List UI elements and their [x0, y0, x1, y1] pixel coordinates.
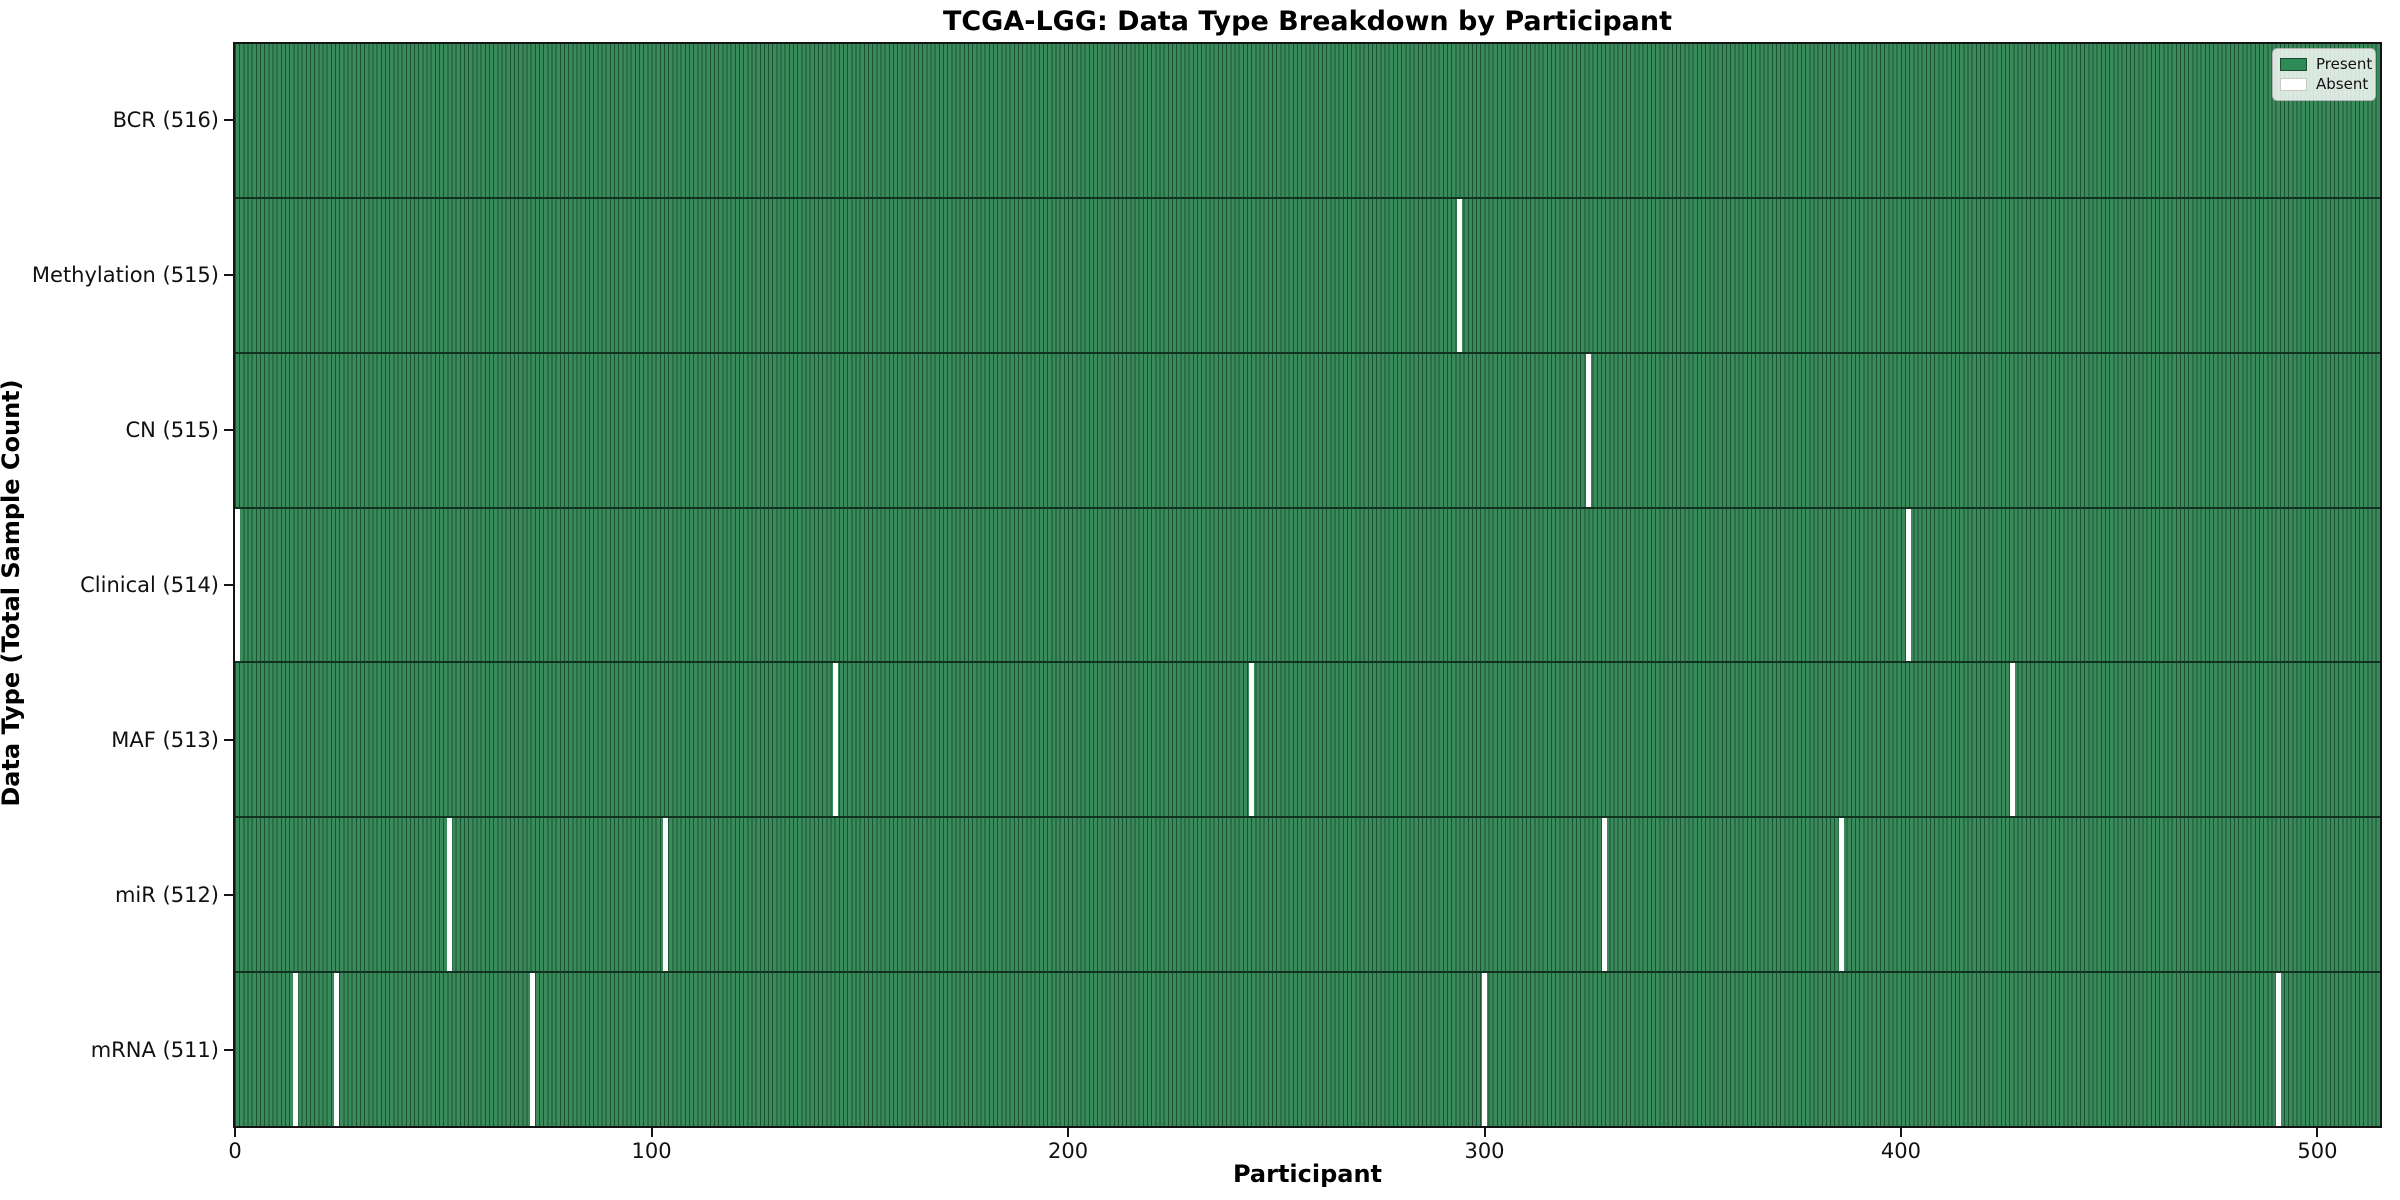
heatmap-row-mRNA	[235, 973, 2380, 1127]
x-tick-label: 400	[1880, 1139, 1922, 1163]
legend-present-label: Present	[2316, 55, 2373, 73]
heatmap-row-CN	[235, 353, 2380, 509]
heatmap-row-Clinical	[234, 508, 2380, 664]
absent-cell-mark	[1585, 353, 1591, 507]
y-tick-label: mRNA (511)	[90, 1038, 219, 1063]
y-tick-mark	[224, 118, 233, 121]
x-tick-mark	[1483, 1128, 1486, 1137]
absent-cell-mark	[234, 508, 240, 662]
absent-cell-mark	[1602, 818, 1608, 972]
y-tick-label: BCR (516)	[112, 107, 219, 132]
heatmap-row-miR	[235, 818, 2380, 974]
x-tick-mark	[650, 1128, 653, 1137]
y-tick-label: miR (512)	[114, 883, 219, 908]
y-tick-label: Clinical (514)	[80, 573, 219, 597]
absent-cell-mark	[1456, 198, 1462, 352]
absent-swatch-icon	[2280, 77, 2307, 91]
absent-cell-mark	[2275, 973, 2281, 1127]
y-tick-mark	[224, 739, 233, 742]
heatmap-row-Methylation	[235, 198, 2380, 354]
legend-entry-present: Present	[2280, 54, 2372, 74]
x-tick-label: 0	[228, 1139, 242, 1163]
x-tick-label: 200	[1047, 1139, 1089, 1163]
absent-cell-mark	[529, 973, 535, 1127]
absent-cell-mark	[446, 818, 452, 972]
legend-entry-absent: Absent	[2280, 74, 2368, 94]
present-swatch-icon	[2280, 57, 2307, 71]
x-tick-mark	[1899, 1128, 1902, 1137]
absent-cell-mark	[2009, 663, 2015, 817]
y-tick-mark	[224, 428, 233, 431]
y-tick-mark	[224, 584, 233, 586]
x-tick-mark	[234, 1128, 237, 1137]
absent-cell-mark	[1481, 973, 1487, 1127]
x-tick-label: 500	[2297, 1139, 2338, 1163]
y-tick-mark	[224, 273, 233, 276]
legend: Present Absent	[2272, 48, 2376, 101]
absent-cell-mark	[1839, 818, 1845, 972]
heatmap-row-BCR	[235, 44, 2380, 199]
y-tick-mark	[224, 894, 233, 897]
absent-cell-mark	[1905, 508, 1911, 662]
absent-cell-mark	[662, 818, 668, 972]
y-tick-mark	[224, 1049, 233, 1052]
y-tick-label: Methylation (515)	[31, 262, 219, 287]
chart-title: TCGA-LGG: Data Type Breakdown by Partici…	[942, 6, 1673, 37]
x-tick-mark	[2316, 1128, 2319, 1137]
absent-cell-mark	[1248, 663, 1254, 817]
absent-cell-mark	[292, 973, 298, 1127]
absent-cell-mark	[833, 663, 839, 817]
heatmap-plot	[233, 42, 2382, 1128]
x-tick-mark	[1067, 1128, 1070, 1137]
legend-absent-label: Absent	[2316, 75, 2369, 93]
y-tick-label: MAF (513)	[111, 728, 219, 753]
x-axis-label: Participant	[1232, 1160, 1383, 1188]
heatmap-row-MAF	[235, 663, 2380, 819]
x-tick-label: 100	[631, 1139, 672, 1163]
absent-cell-mark	[334, 973, 340, 1127]
y-tick-label: CN (515)	[125, 417, 219, 442]
x-tick-label: 300	[1464, 1139, 1505, 1163]
